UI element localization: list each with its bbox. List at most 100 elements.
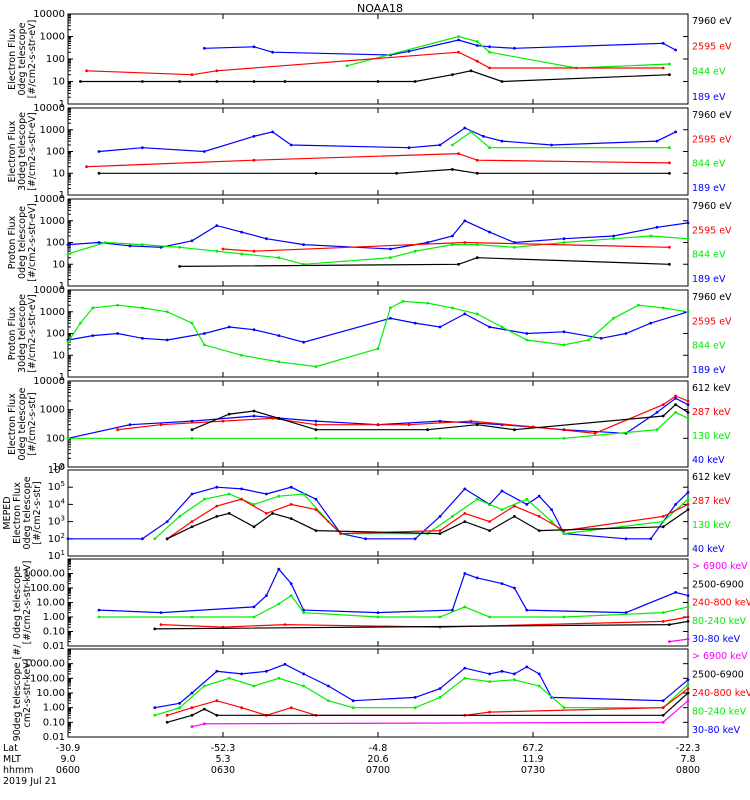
data-point-green — [413, 249, 417, 253]
data-point-red — [457, 50, 460, 54]
x-tick-label-lat: 67.2 — [522, 743, 543, 754]
data-point-green — [562, 436, 566, 440]
data-point-red — [661, 66, 665, 70]
data-point-red — [661, 403, 665, 406]
x-tick-label-lat: -52.3 — [211, 743, 236, 754]
data-point-green — [376, 615, 380, 619]
data-point-blue — [655, 225, 659, 229]
data-point-magenta — [686, 637, 690, 641]
data-point-red — [314, 423, 318, 427]
data-point-black — [668, 623, 671, 626]
x-tick-label-mlt: 9.0 — [60, 754, 75, 765]
series-line-red — [86, 152, 670, 168]
data-point-green — [252, 684, 256, 688]
data-point-blue — [624, 332, 628, 335]
data-point-green — [203, 684, 206, 688]
data-point-green — [661, 611, 665, 614]
data-point-black — [97, 171, 101, 175]
data-point-blue — [488, 45, 491, 49]
series-line-blue — [68, 486, 689, 540]
data-point-red — [85, 165, 88, 169]
data-point-red — [289, 706, 293, 710]
data-point-blue — [525, 503, 529, 506]
data-point-black — [215, 713, 219, 717]
data-point-blue — [190, 691, 194, 695]
series-line-black — [179, 257, 670, 267]
data-point-green — [661, 520, 665, 523]
data-point-green — [116, 303, 119, 307]
data-point-blue — [265, 237, 268, 241]
data-point-magenta — [668, 640, 671, 643]
legend-entry: 2500-6900 — [692, 579, 744, 590]
data-point-red — [463, 241, 467, 244]
data-point-red — [469, 419, 473, 423]
data-point-blue — [525, 665, 529, 669]
data-point-black — [376, 80, 380, 83]
data-point-red — [513, 504, 516, 508]
data-point-black — [475, 256, 479, 260]
y-axis-label: Proton Flux — [7, 306, 18, 360]
data-point-red — [215, 699, 219, 703]
data-point-blue — [289, 143, 293, 147]
data-point-green — [463, 605, 467, 609]
data-point-black — [513, 515, 516, 518]
data-point-blue — [674, 503, 677, 506]
data-point-red — [240, 497, 244, 501]
data-point-green — [66, 436, 70, 440]
legend-entry: 7960 eV — [692, 201, 732, 212]
x-tick-label-lat: -30.9 — [56, 743, 81, 754]
data-point-green — [165, 310, 169, 314]
x-tick-label-time: 0630 — [211, 765, 235, 776]
data-point-green — [612, 237, 615, 241]
y-tick-label: 100.00 — [30, 583, 65, 594]
legend-entry: 240-800 keV — [692, 688, 750, 699]
data-point-magenta — [190, 725, 194, 729]
series-line-blue — [154, 663, 689, 709]
data-point-green — [252, 615, 256, 619]
legend-entry: 7960 eV — [692, 110, 732, 121]
series-line-red — [117, 395, 689, 434]
data-point-black — [165, 720, 169, 724]
y-tick-label: 102 — [48, 532, 65, 545]
data-point-blue — [128, 244, 132, 248]
legend-entry: 844 eV — [692, 67, 726, 78]
data-point-black — [513, 428, 516, 432]
data-point-green — [227, 492, 231, 496]
data-point-black — [271, 512, 274, 515]
data-point-red — [159, 623, 163, 626]
data-point-blue — [451, 608, 454, 612]
data-point-blue — [482, 134, 485, 138]
series-line-green — [452, 131, 670, 149]
data-point-blue — [227, 325, 231, 329]
data-point-black — [668, 262, 671, 266]
y-tick-label: 100.00 — [30, 673, 65, 684]
y-tick-label: 1000 — [40, 307, 65, 318]
data-point-blue — [302, 340, 305, 344]
data-point-black — [686, 620, 690, 623]
data-point-green — [376, 347, 380, 351]
data-point-red — [221, 419, 225, 423]
legend-entry: 844 eV — [692, 341, 726, 352]
data-point-blue — [97, 608, 101, 612]
data-point-black — [289, 517, 293, 520]
y-axis-label: Proton Flux — [7, 215, 18, 269]
data-point-black — [686, 508, 690, 511]
data-point-red — [686, 503, 690, 506]
data-point-red — [339, 532, 343, 535]
data-point-blue — [283, 662, 287, 666]
legend-entry: 612 keV — [692, 472, 731, 483]
data-point-red — [661, 620, 665, 623]
panel-frame — [67, 289, 689, 378]
data-point-black — [252, 409, 256, 413]
data-point-blue — [624, 537, 628, 541]
data-point-blue — [649, 537, 653, 541]
series-line-green — [346, 35, 670, 69]
data-point-blue — [686, 594, 690, 597]
data-point-blue — [240, 487, 244, 491]
data-point-blue — [426, 241, 429, 244]
data-point-green — [302, 611, 305, 614]
data-point-blue — [488, 325, 491, 329]
data-point-blue — [500, 139, 504, 143]
data-point-blue — [674, 130, 677, 134]
